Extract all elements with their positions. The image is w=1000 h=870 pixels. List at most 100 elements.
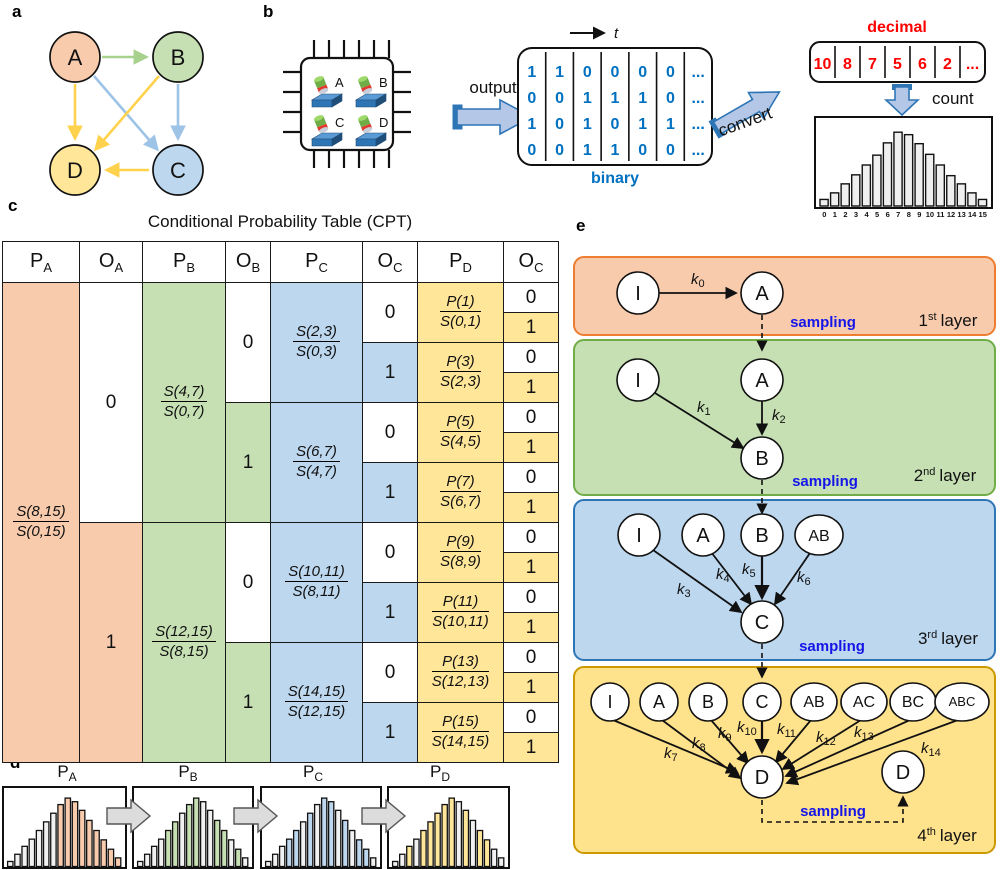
cpt-cell-od13: 1: [503, 672, 559, 703]
count-tick-label: 15: [979, 210, 987, 219]
count-bar: [914, 142, 924, 207]
cpt-cell-od9: 1: [503, 552, 559, 583]
cpt-cell-oc0: 0: [362, 282, 418, 343]
cpt-header-pc: PC: [270, 241, 363, 283]
cpt-row: 1: [3, 732, 559, 763]
dist-bar: [143, 853, 151, 868]
count-tick-label: 5: [875, 210, 879, 219]
binary-digit: 0: [555, 142, 564, 159]
l4-node-B-label: B: [702, 692, 714, 712]
dist-bar: [413, 838, 420, 868]
cpt-header-ob: OB: [225, 241, 271, 283]
l3-node-A: [681, 513, 725, 557]
dist-bar: [78, 809, 86, 868]
decimal-value: 5: [893, 56, 902, 73]
cpt-row: 1: [3, 492, 559, 523]
decimal-value: 10: [814, 56, 832, 73]
cpt-cell-ob3: 1: [225, 642, 271, 763]
binary-digit: 1: [638, 116, 647, 133]
l3-node-A-label: A: [696, 525, 710, 547]
cpt-row: 1: [3, 552, 559, 583]
cpt-row: 1: [3, 312, 559, 343]
count-bar: [903, 133, 914, 207]
binary-digit: 0: [583, 64, 592, 81]
cpt-cell-od2: 0: [503, 342, 559, 373]
binary-digit: 0: [666, 64, 675, 81]
k9-label: k9: [718, 725, 732, 744]
l3-node-B: [740, 513, 784, 557]
cpt-row: 1 P(7) S(6,7) 0: [3, 462, 559, 523]
l3-node-B-label: B: [755, 525, 768, 547]
count-bar: [819, 198, 829, 207]
dist-bar: [241, 857, 249, 868]
layer1-label: 1st layer: [919, 311, 978, 330]
dist-bar: [220, 829, 228, 868]
l4-node-D2-label: D: [896, 762, 910, 784]
cpt-header-row: PA OA PB OB PC OC PD OC: [2, 241, 559, 283]
dist-bar: [399, 853, 406, 868]
l4-node-ABC: [934, 682, 990, 722]
l4-node-A: [639, 682, 679, 722]
l2-node-B: [740, 436, 784, 480]
k7-label: k7: [664, 745, 678, 764]
output-label: output: [469, 78, 517, 97]
binary-digit: 0: [666, 142, 675, 159]
binary-digit: ...: [691, 90, 704, 107]
cpt-cell-oc5: 1: [362, 582, 418, 643]
edge-k12: [781, 719, 862, 771]
k2-label: k2: [772, 407, 786, 426]
binary-digit: 1: [527, 64, 536, 81]
layer3-label: 3rd layer: [918, 629, 978, 648]
count-bar: [924, 153, 935, 207]
cpt-cell-pa: S(8,15) S(0,15): [2, 282, 80, 763]
sampling-label-2: sampling: [792, 473, 858, 490]
edge-k1: [654, 392, 745, 450]
pb-hist-bars: [136, 797, 249, 868]
cpt-row: 1 S(12,15) S(8,15) 0 S(10,11) S(8,11) 0 P(…: [3, 522, 559, 763]
dist-bar: [64, 797, 72, 868]
graph-node-D-label: D: [67, 158, 83, 183]
dist-bar: [427, 821, 434, 868]
binary-digit: 1: [583, 116, 592, 133]
edge-k4: [710, 551, 753, 606]
k8-label: k8: [692, 735, 706, 754]
binary-digit: 1: [611, 142, 620, 159]
binary-digit: ...: [691, 116, 704, 133]
dist-bar: [391, 860, 399, 868]
l2-node-A: [740, 358, 784, 402]
count-bar: [967, 192, 977, 207]
l1-node-I-label: I: [635, 283, 641, 305]
binary-digit: 0: [611, 116, 620, 133]
cpt-cell-pd6: P(13) S(12,13): [417, 642, 504, 703]
count-tick-label: 4: [864, 210, 869, 219]
dist-bar: [164, 829, 172, 868]
l2-node-I: [616, 358, 660, 402]
chip-device-B-label: B: [379, 75, 388, 90]
dist-bar: [136, 860, 144, 868]
dist-bar: [28, 838, 36, 868]
binary-digit: 0: [527, 90, 536, 107]
l4-node-B: [688, 682, 728, 722]
dist-bar: [234, 848, 242, 868]
panel-a-graph: A B C D: [49, 31, 204, 196]
dist-bar: [42, 821, 50, 868]
binary-matrix: 1 0 1 0 1 0 0 0 0 1 1 1 0 1 0 1 0 1 1 0 0 0 1 0............: [527, 52, 705, 161]
time-label: t: [614, 25, 619, 42]
pb-hist-title: PB: [178, 762, 197, 784]
cpt-panel: Conditional Probability Table (CPT) PA O…: [2, 212, 559, 763]
cpt-header-oc: OC: [362, 241, 418, 283]
k4-label: k4: [716, 566, 730, 585]
cpt-cell-oa0: 0: [79, 282, 143, 523]
cpt-cell-pd7: P(15) S(14,15): [417, 702, 504, 763]
count-tick-label: 13: [957, 210, 965, 219]
l4-node-BC-label: BC: [902, 694, 924, 711]
binary-digit: 0: [638, 64, 647, 81]
decimal-title: decimal: [867, 19, 927, 36]
dist-bar: [306, 812, 314, 868]
output-arrow: [456, 98, 534, 136]
cpt-cell-oc1: 1: [362, 342, 418, 403]
l1-node-A-label: A: [755, 283, 769, 305]
dist-bar: [469, 819, 477, 868]
cpt-title: Conditional Probability Table (CPT): [147, 212, 413, 231]
